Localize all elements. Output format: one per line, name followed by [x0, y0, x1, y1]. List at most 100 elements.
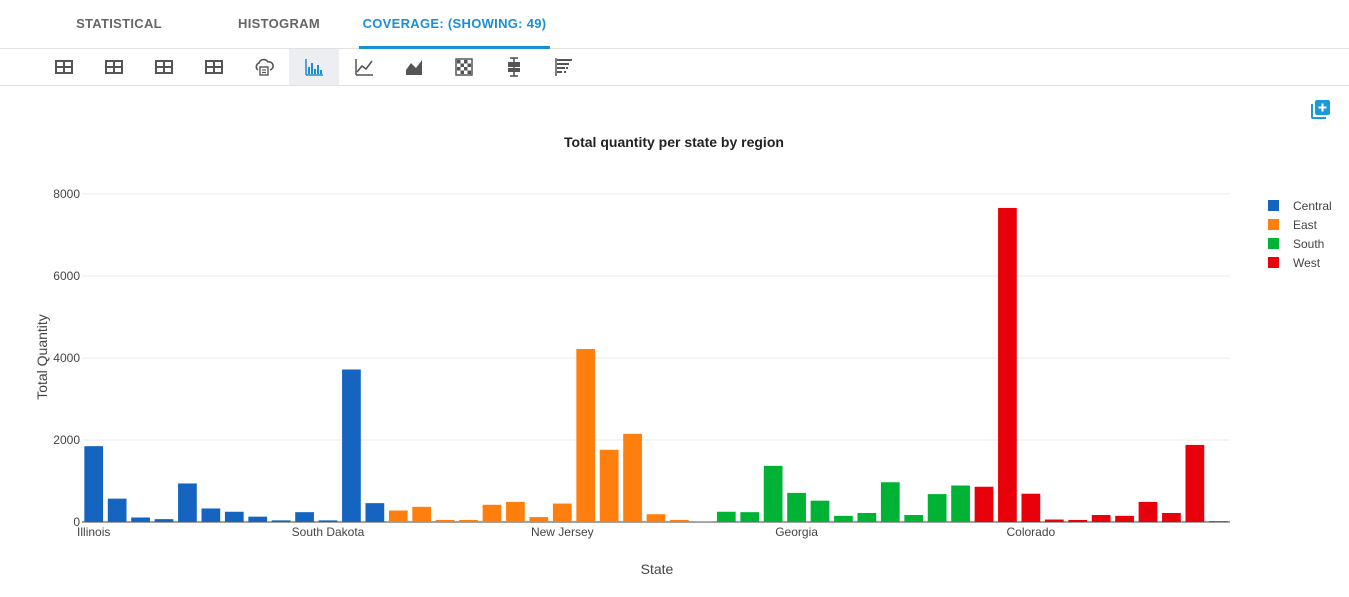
bar-south[interactable] [927, 494, 947, 522]
bar-south[interactable] [787, 492, 806, 522]
table-view-button[interactable] [39, 49, 89, 85]
legend-label: Central [1293, 199, 1332, 213]
table-view-button[interactable] [139, 49, 189, 85]
bar-west[interactable] [1091, 515, 1111, 522]
tab-coverage[interactable]: COVERAGE: (SHOWING: 49) [359, 0, 550, 49]
box-plot-icon [508, 57, 520, 77]
y-axis-label: Total Quantity [34, 314, 50, 400]
y-tick-label: 2000 [53, 433, 80, 447]
bar-east[interactable] [576, 348, 596, 522]
x-tick-label: New Jersey [531, 525, 594, 539]
bar-central[interactable] [271, 520, 291, 522]
x-axis-label: State [641, 561, 674, 577]
y-tick-label: 6000 [53, 269, 80, 283]
heatmap-button[interactable] [439, 49, 489, 85]
table-view-button[interactable] [89, 49, 139, 85]
bar-west[interactable] [1208, 521, 1228, 522]
bar-west[interactable] [1021, 493, 1041, 522]
area-chart-icon [406, 60, 422, 75]
bar-east[interactable] [459, 519, 478, 522]
bar-central[interactable] [131, 517, 150, 522]
bar-west[interactable] [1115, 515, 1134, 522]
legend-swatch [1268, 257, 1279, 268]
bar-south[interactable] [880, 482, 900, 522]
box-plot-button[interactable] [489, 49, 539, 85]
tab-histogram[interactable]: HISTOGRAM [238, 16, 320, 31]
bar-south[interactable] [834, 515, 853, 522]
bar-east[interactable] [412, 506, 432, 522]
bar-central[interactable] [154, 519, 174, 522]
cloud-print-button[interactable] [239, 49, 289, 85]
bar-west[interactable] [974, 486, 994, 522]
chart-title: Total quantity per state by region [564, 134, 784, 150]
bar-central[interactable] [84, 446, 104, 522]
bar-central[interactable] [365, 503, 385, 522]
bar-west[interactable] [1185, 444, 1205, 522]
bar-south[interactable] [951, 485, 970, 522]
table-icon [105, 60, 123, 74]
heatmap-icon [455, 58, 473, 76]
bar-east[interactable] [482, 504, 502, 522]
bar-east[interactable] [435, 519, 455, 522]
bar-east[interactable] [646, 514, 666, 522]
x-tick-label: Colorado [1007, 525, 1056, 539]
legend-item-south[interactable]: South [1268, 237, 1324, 251]
bar-east[interactable] [506, 501, 525, 522]
legend-swatch [1268, 219, 1279, 230]
bar-south[interactable] [763, 465, 783, 522]
add-chart-button[interactable] [1310, 98, 1332, 120]
bars [84, 207, 1228, 522]
bar-central[interactable] [201, 508, 221, 522]
bar-chart: 0 2000 4000 6000 8000 Illinois South Dakota Ne… [34, 134, 1332, 577]
bar-central[interactable] [318, 520, 338, 522]
y-axis-ticks: 0 2000 4000 6000 8000 [53, 187, 80, 529]
legend-item-east[interactable]: East [1268, 218, 1318, 232]
bar-central[interactable] [178, 483, 197, 522]
cloud-print-icon [255, 58, 274, 76]
bar-central[interactable] [342, 369, 361, 522]
table-icon [55, 60, 73, 74]
bar-east[interactable] [599, 449, 619, 522]
table-icon [155, 60, 173, 74]
bar-east[interactable] [552, 503, 572, 522]
bar-south[interactable] [810, 500, 830, 522]
line-chart-icon [355, 59, 373, 76]
bar-south[interactable] [857, 512, 877, 522]
bar-central[interactable] [107, 498, 127, 522]
bar-west[interactable] [1162, 512, 1181, 522]
chart-toolbar [0, 49, 1349, 86]
legend-label: East [1293, 218, 1318, 232]
bar-central[interactable] [224, 511, 244, 522]
legend-item-central[interactable]: Central [1268, 199, 1332, 213]
bar-east[interactable] [670, 519, 689, 522]
y-tick-label: 0 [73, 515, 80, 529]
tab-statistical[interactable]: STATISTICAL [76, 16, 162, 31]
bar-central[interactable] [248, 516, 268, 522]
table-view-button[interactable] [189, 49, 239, 85]
legend-item-west[interactable]: West [1268, 256, 1321, 270]
x-tick-label: South Dakota [292, 525, 365, 539]
bar-central[interactable] [295, 512, 314, 522]
legend: Central East South West [1268, 199, 1332, 270]
bar-south[interactable] [716, 511, 736, 522]
bar-west[interactable] [1044, 519, 1064, 522]
bar-west[interactable] [998, 207, 1017, 522]
tab-bar: STATISTICAL HISTOGRAM COVERAGE: (SHOWING… [0, 0, 1349, 49]
legend-swatch [1268, 200, 1279, 211]
legend-label: West [1293, 256, 1321, 270]
bar-east[interactable] [623, 433, 642, 522]
x-tick-label: Georgia [775, 525, 818, 539]
gridlines [82, 193, 1230, 523]
histogram-button[interactable] [539, 49, 589, 85]
bar-south[interactable] [904, 515, 924, 522]
area-chart-button[interactable] [389, 49, 439, 85]
bar-east[interactable] [693, 521, 713, 522]
line-chart-button[interactable] [339, 49, 389, 85]
bar-east[interactable] [388, 510, 408, 522]
bar-west[interactable] [1138, 501, 1158, 522]
bar-west[interactable] [1068, 519, 1088, 522]
bar-east[interactable] [529, 517, 549, 522]
bar-south[interactable] [740, 512, 760, 522]
bar-chart-icon [305, 59, 323, 76]
bar-chart-button[interactable] [289, 49, 339, 85]
